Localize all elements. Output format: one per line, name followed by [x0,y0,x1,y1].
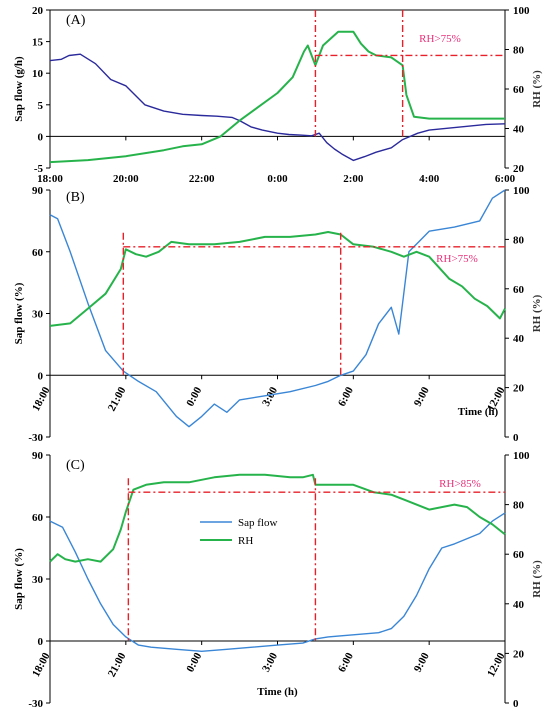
y-tick-label: 15 [32,37,44,49]
y2-tick-label: 20 [513,163,525,175]
y2-tick-label: 0 [513,432,519,444]
y2-tick-label: 60 [513,284,525,296]
y-tick-label: 30 [32,309,44,321]
y-tick-label: 10 [32,68,44,80]
y-tick-label: 30 [32,574,44,586]
legend-rh-label: RH [238,535,253,547]
y-axis-label: Sap flow (%) [13,282,25,344]
legend-sap-label: Sap flow [238,517,277,529]
series-rh [49,231,506,327]
x-tick-label: 6:00 [336,385,356,409]
panel-3: -30 0 30 60 90 0 20 40 60 80 100 18:00 21:00 0:00 3:00… [13,450,543,710]
y-tick-label: -30 [28,698,43,710]
y-tick-label: 0 [38,131,44,143]
x-axis-label: Time (h) [257,686,298,698]
y-tick-label: 20 [32,5,44,17]
x-tick-label: 3:00 [260,650,280,674]
y-axis-label: Sap flow (g/h) [13,56,25,122]
x-tick-label: 22:00 [189,173,215,185]
panel-label: (B) [66,190,85,205]
y2-axis-label: RH (%) [531,70,543,108]
y2-tick-label: 40 [513,599,525,611]
x-tick-label: 20:00 [113,173,139,185]
x-tick-label: 18:00 [30,385,53,414]
y-tick-label: 90 [32,185,44,197]
y2-tick-label: 20 [513,383,525,395]
x-tick-label: 0:00 [267,173,288,185]
y2-tick-label: 100 [513,5,530,17]
x-tick-label: 4:00 [419,173,440,185]
x-tick-label: 6:00 [495,173,516,185]
x-tick-label: 12:00 [485,650,508,679]
y2-axis-label: RH (%) [531,560,543,598]
x-tick-label: 21:00 [106,385,129,414]
x-axis-label: Time (h) [458,406,499,418]
y2-tick-label: 100 [513,450,530,462]
y2-axis-label: RH (%) [531,294,543,332]
panel-label: (A) [66,13,86,28]
x-tick-label: 18:00 [30,650,53,679]
y-tick-label: 60 [32,247,44,259]
threshold-label: RH>75% [436,253,478,265]
y2-tick-label: 40 [513,124,525,136]
y-tick-label: 60 [32,512,44,524]
y2-tick-label: 20 [513,648,525,660]
y2-tick-label: 80 [513,500,525,512]
series-rh [49,30,505,164]
x-tick-label: 9:00 [412,650,432,674]
y2-tick-label: 0 [513,698,519,710]
y-tick-label: -5 [34,163,44,175]
y-tick-label: 90 [32,450,44,462]
threshold-label: RH>75% [419,33,461,45]
series-sap-flow [49,53,506,162]
panel-label: (C) [66,458,85,473]
y-tick-label: -30 [28,432,43,444]
legend: Sap flow RH [200,517,277,547]
panel-1: -5 0 5 10 15 20 20 40 60 80 100 18:00 20:00 22:00 0:00… [13,5,543,185]
y-tick-label: 0 [38,636,44,648]
y2-tick-label: 60 [513,549,525,561]
y-tick-label: 0 [38,370,44,382]
y2-tick-label: 40 [513,333,525,345]
x-tick-label: 18:00 [37,173,63,185]
y2-tick-label: 80 [513,45,525,57]
y2-tick-label: 60 [513,84,525,96]
x-tick-label: 21:00 [106,650,129,679]
x-tick-label: 6:00 [336,650,356,674]
y-axis-label: Sap flow (%) [13,548,25,610]
x-tick-label: 0:00 [184,650,204,674]
y-tick-label: 5 [38,100,44,112]
x-tick-label: 2:00 [343,173,364,185]
y2-tick-label: 80 [513,234,525,246]
series-sap-flow [49,512,506,652]
threshold-label: RH>85% [439,478,481,490]
x-tick-label: 0:00 [184,385,204,409]
x-tick-label: 9:00 [412,385,432,409]
series-rh [49,473,506,563]
y2-tick-label: 100 [513,185,530,197]
